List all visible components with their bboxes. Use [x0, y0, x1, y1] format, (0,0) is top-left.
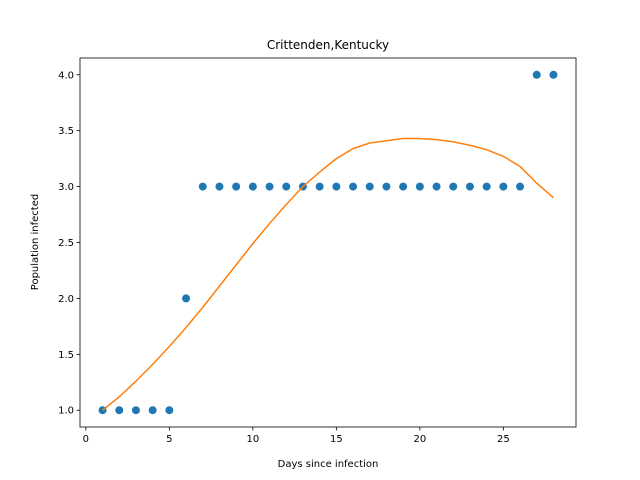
plot-area — [98, 70, 558, 415]
x-tick-label: 5 — [166, 434, 172, 445]
x-tick-label: 25 — [497, 434, 510, 445]
data-point — [365, 182, 374, 191]
data-point — [282, 182, 291, 191]
axes: 0 5 10 15 20 25 1.0 1.5 2.0 2.5 3.0 3.5 4.0 — [58, 57, 577, 445]
data-point — [165, 406, 174, 415]
data-point — [499, 182, 508, 191]
data-point — [415, 182, 424, 191]
data-point — [532, 70, 541, 79]
x-tick-label: 10 — [246, 434, 259, 445]
data-point — [131, 406, 140, 415]
data-point — [232, 182, 241, 191]
x-tick-label: 20 — [413, 434, 426, 445]
data-point — [482, 182, 491, 191]
data-point — [182, 294, 191, 303]
data-point — [215, 182, 224, 191]
data-point — [465, 182, 474, 191]
y-tick-label: 4.0 — [58, 70, 74, 81]
data-point — [399, 182, 408, 191]
data-point — [115, 406, 124, 415]
data-point — [265, 182, 274, 191]
y-tick-label: 2.0 — [58, 294, 74, 305]
data-point — [198, 182, 207, 191]
fitted-curve — [102, 137, 554, 411]
x-axis-label: Days since infection — [278, 459, 379, 470]
data-point — [332, 182, 341, 191]
data-point — [349, 182, 358, 191]
data-point — [449, 182, 458, 191]
data-point — [315, 182, 324, 191]
data-point — [248, 182, 257, 191]
data-point — [549, 70, 558, 79]
y-tick-label: 2.5 — [58, 238, 74, 249]
y-tick-label: 3.0 — [58, 182, 74, 193]
data-point — [148, 406, 157, 415]
data-point — [382, 182, 391, 191]
data-point — [432, 182, 441, 191]
x-tick-label: 0 — [83, 434, 89, 445]
y-tick-label: 1.0 — [58, 406, 74, 417]
chart-title: Crittenden,Kentucky — [267, 38, 389, 52]
y-tick-label: 1.5 — [58, 350, 74, 361]
data-point — [516, 182, 525, 191]
x-tick-label: 15 — [330, 434, 343, 445]
y-tick-label: 3.5 — [58, 126, 74, 137]
y-axis-label: Population infected — [30, 194, 41, 290]
